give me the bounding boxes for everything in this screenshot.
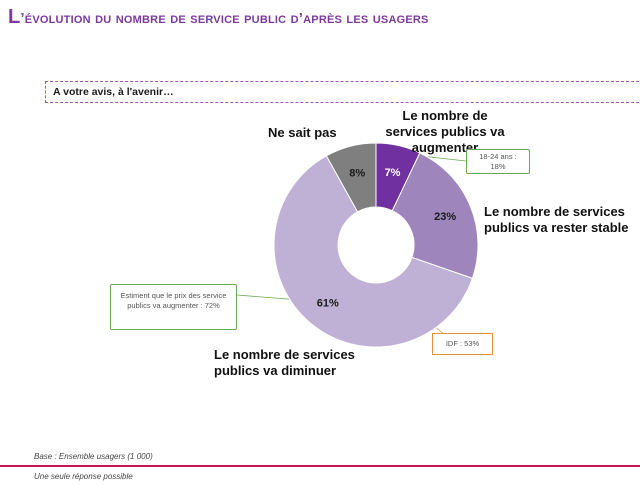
callout-age: 18-24 ans : 18% xyxy=(466,149,530,174)
page-title: L’évolution du nombre de service public … xyxy=(8,6,429,29)
callout-idf: IDF : 53% xyxy=(432,333,493,355)
donut-slice-nsp xyxy=(325,142,377,213)
donut-value-nsp: 8% xyxy=(349,167,365,179)
footer-base: Base : Ensemble usagers (1 000) xyxy=(34,452,153,461)
question-box: A votre avis, à l'avenir… xyxy=(45,81,639,103)
page-title-initial: L xyxy=(8,6,21,28)
donut-value-stable: 23% xyxy=(434,211,456,223)
donut-slices xyxy=(273,142,479,348)
footer-divider xyxy=(0,465,640,467)
label-diminuer: Le nombre de services publics va diminue… xyxy=(214,347,355,378)
label-augmenter: Le nombre de services publics va augment… xyxy=(385,108,505,155)
donut-value-labels: 7% 23% 61% 8% xyxy=(317,167,457,310)
donut-slice-diminuer xyxy=(273,155,474,348)
label-stable: Le nombre de services publics va rester … xyxy=(484,204,629,235)
label-nsp: Ne sait pas xyxy=(268,125,337,140)
page-title-rest: ’évolution du nombre de service public d… xyxy=(20,10,429,27)
callout-prix: Estiment que le prix des service publics… xyxy=(110,284,237,330)
footer-note: Une seule réponse possible xyxy=(34,472,133,481)
donut-value-diminuer: 61% xyxy=(317,297,339,309)
donut-value-augmenter: 7% xyxy=(385,167,401,179)
donut-slice-stable xyxy=(391,152,479,279)
